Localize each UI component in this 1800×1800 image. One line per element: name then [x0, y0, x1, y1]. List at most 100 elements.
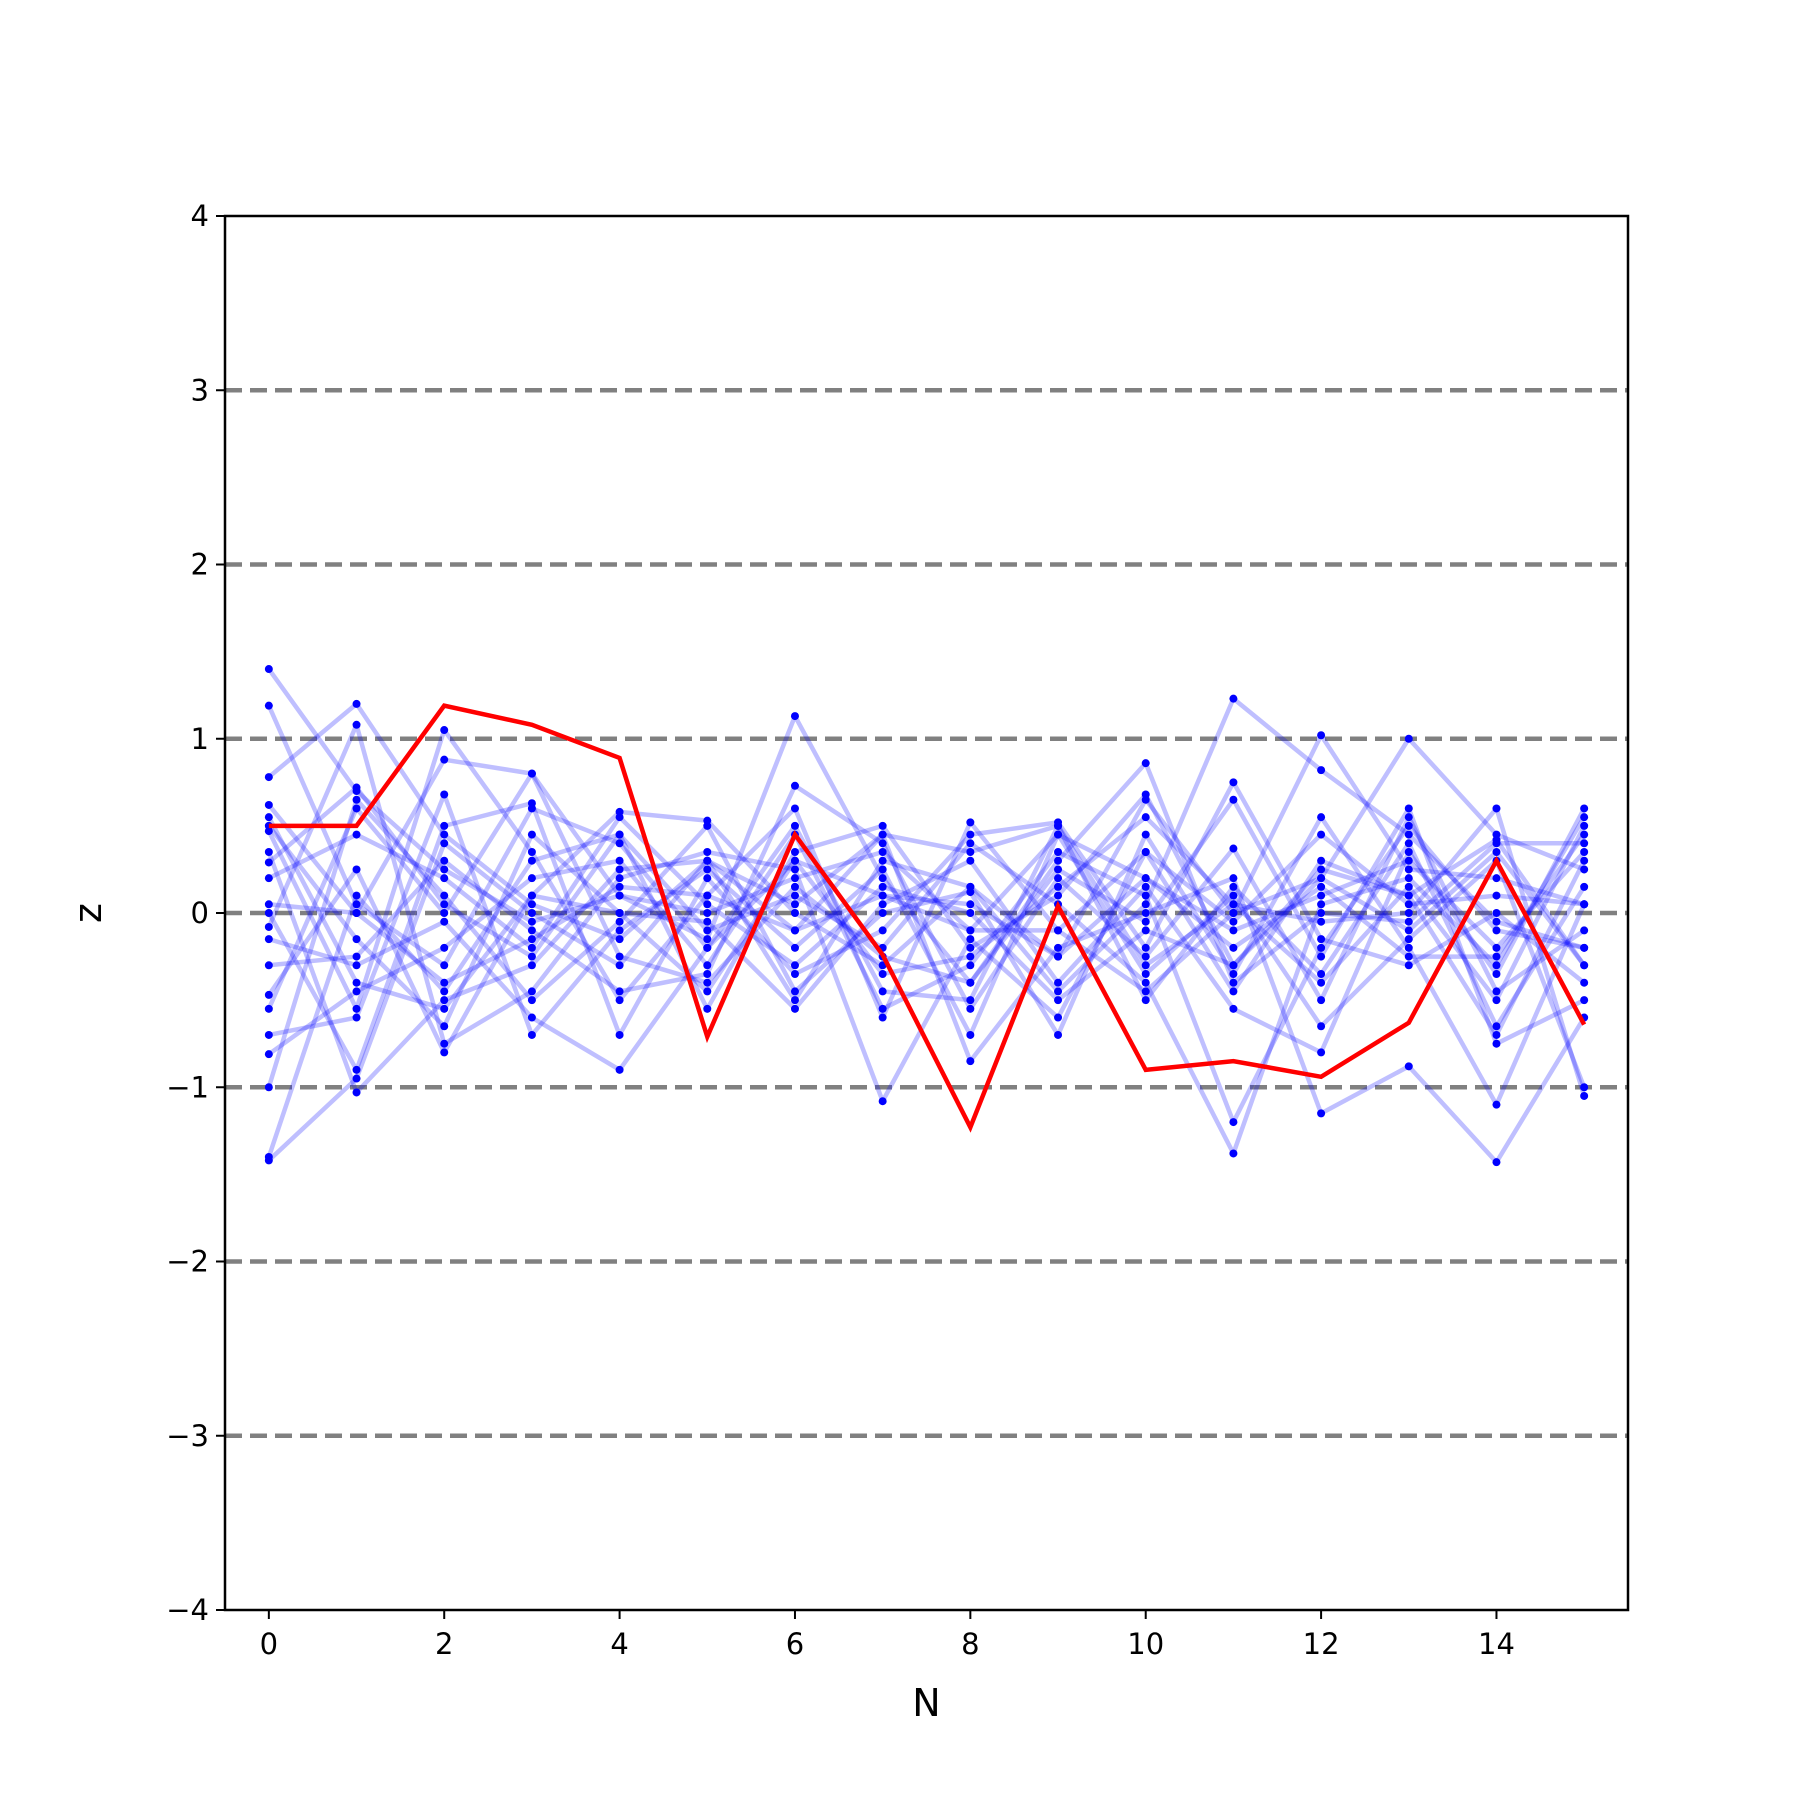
background-point: [1317, 830, 1326, 839]
background-point: [615, 935, 624, 944]
background-point: [615, 865, 624, 874]
background-point: [264, 935, 273, 944]
background-point: [440, 1048, 449, 1057]
background-point: [790, 882, 799, 891]
x-tick-label: 12: [1303, 1627, 1340, 1661]
background-point: [1404, 943, 1413, 952]
x-tick-label: 8: [961, 1627, 979, 1661]
background-point: [1492, 952, 1501, 961]
background-point: [615, 996, 624, 1005]
background-point: [352, 795, 361, 804]
background-point: [1404, 839, 1413, 848]
background-point: [1492, 835, 1501, 844]
background-point: [527, 952, 536, 961]
background-point: [1054, 821, 1063, 830]
background-point: [1317, 856, 1326, 865]
background-point: [264, 990, 273, 999]
background-point: [790, 856, 799, 865]
background-point: [1229, 926, 1238, 935]
background-point: [1229, 961, 1238, 970]
background-point: [527, 943, 536, 952]
background-point: [440, 874, 449, 883]
background-point: [352, 1013, 361, 1022]
background-point: [878, 891, 887, 900]
background-point: [1317, 900, 1326, 909]
background-point: [1404, 909, 1413, 917]
background-point: [352, 952, 361, 961]
background-point: [966, 943, 975, 952]
background-point: [527, 987, 536, 996]
x-tick-label: 2: [435, 1627, 453, 1661]
background-point: [264, 701, 273, 710]
background-point: [440, 726, 449, 735]
background-point: [1054, 943, 1063, 952]
background-series-line-13: [266, 797, 1587, 1107]
background-point: [440, 961, 449, 970]
background-point: [615, 1030, 624, 1039]
x-tick-label: 4: [610, 1627, 628, 1661]
background-point: [1492, 1100, 1501, 1109]
background-point: [1317, 935, 1326, 944]
background-point: [440, 821, 449, 830]
background-point: [527, 856, 536, 865]
background-point: [790, 969, 799, 978]
background-point: [703, 909, 712, 917]
background-point: [703, 987, 712, 996]
background-point: [615, 839, 624, 848]
background-point: [966, 926, 975, 935]
background-point: [790, 1004, 799, 1013]
background-point: [1054, 926, 1063, 935]
background-point: [615, 856, 624, 865]
background-point: [703, 856, 712, 865]
x-tick-label: 0: [260, 1627, 278, 1661]
background-point: [440, 909, 449, 917]
background-point: [703, 978, 712, 987]
background-point: [703, 891, 712, 900]
background-point: [878, 821, 887, 830]
background-point: [703, 917, 712, 926]
background-series-line-15: [267, 832, 1587, 1165]
background-point: [1317, 952, 1326, 961]
background-point: [878, 830, 887, 839]
background-point: [966, 818, 975, 827]
background-point: [878, 839, 887, 848]
background-point: [1580, 804, 1589, 813]
background-point: [527, 996, 536, 1005]
background-series-line-2: [267, 701, 1587, 1003]
background-point: [1317, 909, 1326, 917]
background-point: [440, 943, 449, 952]
background-point: [615, 882, 624, 891]
background-point: [1054, 856, 1063, 865]
background-point: [703, 900, 712, 909]
background-point: [615, 830, 624, 839]
background-point: [264, 1156, 273, 1165]
background-point: [264, 665, 273, 674]
background-point: [264, 1083, 273, 1092]
background-point: [352, 1065, 361, 1074]
background-point: [527, 769, 536, 778]
background-point: [527, 891, 536, 900]
background-point: [966, 1030, 975, 1039]
reference-lines: [225, 388, 1628, 1438]
background-point: [1580, 830, 1589, 839]
background-point: [1580, 996, 1589, 1005]
background-point: [440, 830, 449, 839]
background-point: [1404, 952, 1413, 961]
background-point: [440, 856, 449, 865]
background-point: [264, 800, 273, 809]
background-point: [615, 874, 624, 883]
y-tick-label: −3: [166, 1419, 209, 1453]
background-point: [1141, 830, 1150, 839]
background-point: [352, 720, 361, 729]
y-tick-label: 2: [191, 548, 209, 582]
background-point: [440, 790, 449, 799]
background-point: [352, 1004, 361, 1013]
background-point: [1229, 891, 1238, 900]
background-point: [1141, 790, 1150, 799]
background-point: [352, 935, 361, 944]
background-point: [1054, 1013, 1063, 1022]
background-point: [1404, 882, 1413, 891]
background-point: [1229, 778, 1238, 787]
background-point: [1580, 839, 1589, 848]
